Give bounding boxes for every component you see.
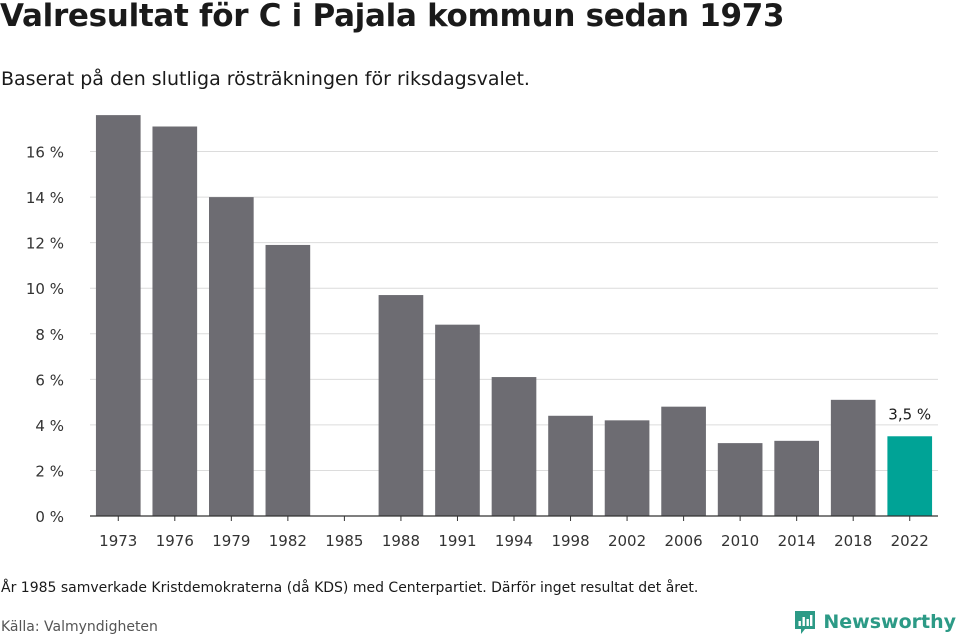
y-tick-label: 6 % bbox=[35, 371, 64, 389]
x-tick-label: 1994 bbox=[495, 532, 533, 550]
x-tick-label: 2006 bbox=[665, 532, 703, 550]
bar-2014 bbox=[774, 440, 819, 516]
bar-2010 bbox=[717, 443, 763, 516]
x-tick-label: 1979 bbox=[212, 532, 250, 550]
chart-footnote: År 1985 samverkade Kristdemokraterna (då… bbox=[1, 580, 699, 596]
x-tick-label: 2022 bbox=[891, 532, 929, 550]
x-tick-label: 1985 bbox=[325, 532, 363, 550]
x-tick-label: 1982 bbox=[269, 532, 307, 550]
y-tick-label: 12 % bbox=[26, 235, 64, 253]
bar-2002 bbox=[604, 420, 650, 516]
y-tick-label: 0 % bbox=[35, 508, 64, 526]
bar-1991 bbox=[435, 324, 480, 516]
bar-2018 bbox=[830, 399, 876, 516]
source-label: Källa: Valmyndigheten bbox=[1, 619, 158, 635]
chart-subtitle: Baserat på den slutliga rösträkningen fö… bbox=[1, 68, 530, 90]
y-tick-label: 4 % bbox=[35, 417, 64, 435]
x-tick-label: 1988 bbox=[382, 532, 420, 550]
bar-2022 bbox=[887, 436, 933, 516]
bar-2006 bbox=[661, 406, 706, 516]
y-tick-label: 14 % bbox=[26, 189, 64, 207]
bar-1973 bbox=[95, 115, 141, 516]
x-tick-label: 2014 bbox=[778, 532, 816, 550]
brand-name: Newsworthy bbox=[823, 611, 956, 633]
bar-1998 bbox=[548, 415, 593, 516]
bar-1988 bbox=[378, 295, 424, 516]
brand-logo: Newsworthy bbox=[793, 607, 956, 637]
y-tick-label: 10 % bbox=[26, 280, 64, 298]
bar-1994 bbox=[491, 377, 537, 516]
x-tick-label: 1976 bbox=[156, 532, 194, 550]
bar-1976 bbox=[152, 126, 198, 516]
data-label: 3,5 % bbox=[888, 405, 931, 423]
y-tick-label: 2 % bbox=[35, 462, 64, 480]
x-tick-label: 1991 bbox=[438, 532, 476, 550]
x-tick-label: 1973 bbox=[99, 532, 137, 550]
bar-chart: 0 % 2 % 4 % 6 % 8 % 10 % 12 % 14 % 16 % 1973 1976 1… bbox=[26, 115, 938, 550]
y-tick-label: 16 % bbox=[26, 144, 64, 162]
x-tick-label: 2002 bbox=[608, 532, 646, 550]
y-tick-label: 8 % bbox=[35, 326, 64, 344]
bar-1979 bbox=[209, 197, 254, 516]
x-tick-label: 1998 bbox=[551, 532, 589, 550]
newsworthy-logo-icon bbox=[795, 611, 816, 634]
chart-title: Valresultat för C i Pajala kommun sedan … bbox=[0, 0, 785, 34]
x-tick-label: 2010 bbox=[721, 532, 759, 550]
bar-1982 bbox=[265, 244, 311, 516]
x-tick-label: 2018 bbox=[834, 532, 872, 550]
